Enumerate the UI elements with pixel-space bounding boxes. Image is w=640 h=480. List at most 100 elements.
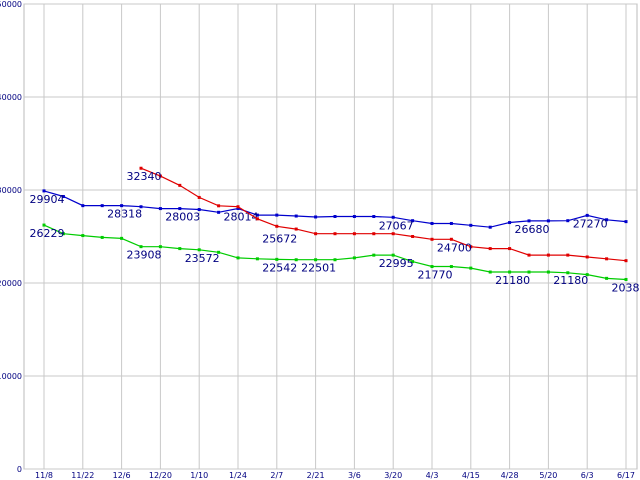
x-tick-label: 12/6 xyxy=(113,471,131,480)
data-point xyxy=(352,215,356,219)
data-point xyxy=(333,215,337,219)
x-axis: 11/8 11/22 12/6 12/20 1/10 1/24 2/7 2/21 3/6 3/20… xyxy=(35,471,635,480)
y-tick-label: 20000 xyxy=(0,279,22,288)
data-point xyxy=(352,232,356,236)
data-point xyxy=(158,174,162,178)
x-tick-label: 11/22 xyxy=(71,471,94,480)
data-point xyxy=(61,195,65,199)
data-point xyxy=(430,265,434,269)
data-point xyxy=(527,270,531,274)
data-point xyxy=(566,219,570,223)
plot-frame xyxy=(23,3,638,470)
data-point xyxy=(275,257,279,261)
data-label: 28318 xyxy=(107,208,142,221)
data-label: 32340 xyxy=(127,170,162,183)
data-point xyxy=(411,260,415,264)
data-point xyxy=(61,232,65,236)
data-point xyxy=(449,221,453,225)
data-label: 24700 xyxy=(437,241,472,254)
data-point xyxy=(488,270,492,274)
data-point xyxy=(275,213,279,217)
x-tick-label: 5/20 xyxy=(539,471,557,480)
data-point xyxy=(42,223,46,227)
data-point xyxy=(255,257,259,261)
data-label: 26680 xyxy=(515,223,550,236)
data-point xyxy=(585,273,589,277)
data-label: 29904 xyxy=(30,193,65,206)
data-label: 21180 xyxy=(495,274,530,287)
data-point xyxy=(605,257,609,261)
data-point xyxy=(391,215,395,219)
data-point xyxy=(42,189,46,193)
data-point xyxy=(314,232,318,236)
data-point xyxy=(120,236,124,240)
data-point xyxy=(100,235,104,239)
y-tick-label: 0 xyxy=(17,465,22,474)
series-2: 32340 25672 24700 xyxy=(127,166,628,263)
data-point xyxy=(411,235,415,238)
data-point xyxy=(488,247,492,251)
data-label: 28014 xyxy=(224,210,259,223)
data-point xyxy=(624,259,628,263)
data-point xyxy=(236,205,240,209)
data-point xyxy=(624,277,628,281)
x-tick-label: 4/3 xyxy=(426,471,439,480)
x-tick-label: 2/7 xyxy=(270,471,283,480)
data-point xyxy=(139,245,143,249)
data-point xyxy=(585,213,589,217)
data-point xyxy=(352,256,356,260)
data-point xyxy=(197,208,201,212)
x-tick-label: 1/24 xyxy=(229,471,247,480)
data-point xyxy=(158,207,162,211)
data-point xyxy=(120,204,124,208)
data-point xyxy=(197,195,201,199)
data-label: 20380 xyxy=(612,281,640,294)
data-point xyxy=(197,248,201,252)
data-point xyxy=(469,245,473,249)
data-point xyxy=(527,219,531,223)
data-label: 25672 xyxy=(262,232,297,245)
x-tick-label: 6/3 xyxy=(581,471,594,480)
x-tick-label: 2/21 xyxy=(307,471,325,480)
y-tick-label: 40000 xyxy=(0,93,22,102)
data-point xyxy=(314,258,318,262)
data-point xyxy=(158,245,162,249)
x-tick-label: 6/17 xyxy=(617,471,635,480)
data-point xyxy=(430,237,434,241)
data-point xyxy=(391,232,395,236)
data-point xyxy=(449,237,453,241)
data-point xyxy=(178,207,182,211)
data-point xyxy=(527,253,531,257)
data-point xyxy=(449,265,453,269)
data-point xyxy=(430,221,434,225)
data-point xyxy=(217,210,221,214)
data-label: 23908 xyxy=(127,249,162,262)
x-tick-label: 1/10 xyxy=(190,471,208,480)
data-label: 22995 xyxy=(379,257,414,270)
y-axis: 0 10000 20000 30000 40000 50000 xyxy=(0,0,22,474)
y-tick-label: 10000 xyxy=(0,372,22,381)
data-point xyxy=(546,219,550,223)
data-label: 22501 xyxy=(301,262,336,275)
data-label: 21770 xyxy=(418,269,453,282)
data-label: 22542 xyxy=(262,261,297,274)
data-point xyxy=(372,253,376,257)
data-point xyxy=(391,253,395,257)
data-point xyxy=(255,217,259,221)
data-point xyxy=(81,204,85,208)
data-point xyxy=(294,227,298,231)
data-point xyxy=(546,253,550,257)
data-point xyxy=(81,234,85,238)
data-point xyxy=(178,183,182,187)
data-point xyxy=(333,258,337,262)
data-point xyxy=(624,220,628,224)
data-label: 27067 xyxy=(379,219,414,232)
data-point xyxy=(333,232,337,236)
data-point xyxy=(178,247,182,251)
data-point xyxy=(546,270,550,274)
data-point xyxy=(469,266,473,270)
series-line xyxy=(140,167,627,262)
y-tick-label: 50000 xyxy=(0,0,22,9)
